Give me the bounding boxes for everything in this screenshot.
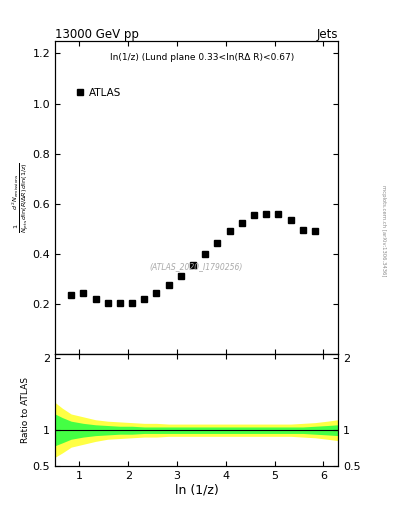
Text: (ATLAS_2020_I1790256): (ATLAS_2020_I1790256) bbox=[150, 262, 243, 271]
X-axis label: ln (1/z): ln (1/z) bbox=[174, 483, 219, 497]
Text: 13000 GeV pp: 13000 GeV pp bbox=[55, 28, 139, 41]
Y-axis label: $\frac{1}{N_{\mathrm{jets}}}\frac{d^2 N_{\mathrm{emissions}}}{d\ln(R/\Delta R)\,: $\frac{1}{N_{\mathrm{jets}}}\frac{d^2 N_… bbox=[10, 162, 31, 233]
Y-axis label: Ratio to ATLAS: Ratio to ATLAS bbox=[21, 377, 30, 443]
Legend: ATLAS: ATLAS bbox=[72, 84, 126, 102]
Text: ln(1/z) (Lund plane 0.33<ln(RΔ R)<0.67): ln(1/z) (Lund plane 0.33<ln(RΔ R)<0.67) bbox=[110, 53, 294, 62]
Text: Jets: Jets bbox=[316, 28, 338, 41]
Text: mcplots.cern.ch [arXiv:1306.3436]: mcplots.cern.ch [arXiv:1306.3436] bbox=[381, 185, 386, 276]
